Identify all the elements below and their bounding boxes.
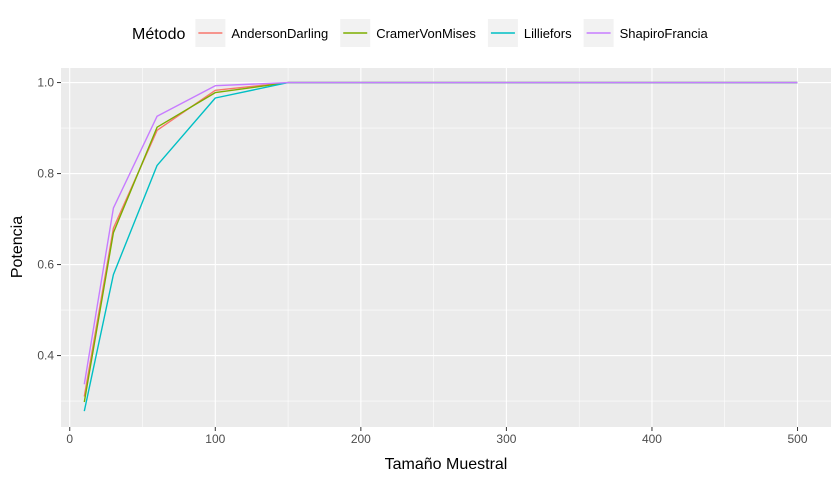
legend-label-cramer-von-mises: CramerVonMises bbox=[376, 26, 476, 41]
y-tick-labels: 0.4 0.6 0.8 1.0 bbox=[37, 76, 54, 363]
legend-title: Método bbox=[132, 26, 185, 43]
legend-label-anderson-darling: AndersonDarling bbox=[231, 26, 328, 41]
axis-ticks bbox=[57, 82, 799, 431]
series-line-shapiro-francia bbox=[83, 81, 798, 385]
series-lines bbox=[83, 81, 798, 412]
x-tick-labels: 0 100 200 300 400 500 bbox=[66, 432, 807, 446]
y-tick-label: 0.4 bbox=[37, 349, 54, 363]
y-tick-label: 0.8 bbox=[37, 167, 54, 181]
x-tick-label: 0 bbox=[66, 432, 73, 446]
x-tick-label: 400 bbox=[642, 432, 662, 446]
y-tick-label: 1.0 bbox=[37, 76, 54, 90]
x-tick-label: 300 bbox=[496, 432, 516, 446]
plot-panel bbox=[61, 68, 831, 427]
y-tick-label: 0.6 bbox=[37, 258, 54, 272]
x-tick-label: 100 bbox=[205, 432, 225, 446]
minor-gridlines bbox=[61, 68, 831, 427]
y-axis-title: Potencia bbox=[9, 216, 26, 278]
legend: Método AndersonDarling CramerVonMises Lill… bbox=[132, 19, 709, 47]
x-axis-title: Tamaño Muestral bbox=[385, 456, 508, 473]
x-tick-label: 500 bbox=[788, 432, 808, 446]
legend-label-shapiro-francia: ShapiroFrancia bbox=[620, 26, 709, 41]
x-tick-label: 200 bbox=[351, 432, 371, 446]
legend-label-lilliefors: Lilliefors bbox=[524, 26, 572, 41]
